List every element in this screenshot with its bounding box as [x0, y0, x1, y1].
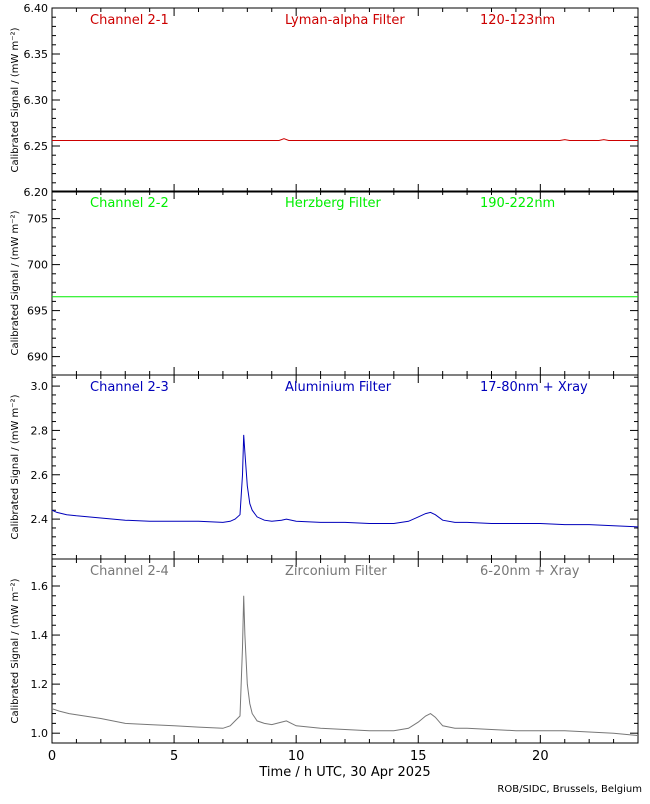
y-tick-label: 2.4	[31, 513, 49, 526]
y-axis-label: Calibrated Signal / (mW m⁻²)	[10, 27, 21, 172]
filter-label: Aluminium Filter	[285, 380, 392, 395]
y-axis-label: Calibrated Signal / (mW m⁻²)	[10, 394, 21, 539]
filter-label: Zirconium Filter	[285, 564, 387, 579]
y-tick-label: 1.2	[31, 678, 49, 691]
band-label: 120-123nm	[480, 13, 555, 28]
credit-text: ROB/SIDC, Brussels, Belgium	[497, 784, 642, 795]
y-axis-label: Calibrated Signal / (mW m⁻²)	[10, 578, 21, 723]
y-tick-label: 6.20	[24, 186, 49, 199]
channel-label: Channel 2-4	[90, 564, 169, 579]
panel-1: 6.20 6.25 6.30 6.35 6.40 Calibrated Signal / …	[10, 2, 639, 199]
channel-label: Channel 2-1	[90, 13, 169, 28]
x-axis-label: Time / h UTC, 30 Apr 2025	[258, 765, 430, 780]
x-tick-label: 15	[410, 749, 427, 764]
x-tick-label: 10	[288, 749, 305, 764]
y-tick-label: 690	[27, 351, 48, 364]
band-label: 6-20nm + Xray	[480, 564, 580, 579]
y-tick-label: 2.8	[31, 424, 49, 437]
y-tick-label: 6.35	[24, 48, 49, 61]
filter-label: Herzberg Filter	[285, 196, 382, 211]
y-tick-label: 705	[27, 213, 48, 226]
y-tick-label: 1.0	[31, 727, 49, 740]
panel-frame	[51, 7, 639, 193]
x-tick-label: 5	[170, 749, 178, 764]
x-tick-label: 20	[532, 749, 549, 764]
panel-frame	[51, 190, 639, 376]
y-tick-label: 2.6	[31, 469, 49, 482]
y-tick-label: 6.40	[24, 2, 49, 15]
panel-2: 690 695 700 705 Calibrated Signal / (mW m⁻²)…	[10, 190, 639, 376]
y-tick-label: 700	[27, 259, 48, 272]
y-tick-label: 1.6	[31, 580, 49, 593]
panel-frame	[51, 374, 639, 560]
series-line	[51, 434, 639, 528]
series-line	[52, 138, 638, 141]
filter-label: Lyman-alpha Filter	[285, 13, 405, 28]
y-tick-label: 6.30	[24, 94, 49, 107]
x-tick-label: 0	[48, 749, 56, 764]
panel-frame	[51, 558, 639, 744]
band-label: 17-80nm + Xray	[480, 380, 588, 395]
y-axis-label: Calibrated Signal / (mW m⁻²)	[10, 210, 21, 355]
channel-label: Channel 2-3	[90, 380, 169, 395]
y-tick-label: 1.4	[31, 629, 49, 642]
channel-label: Channel 2-2	[90, 196, 169, 211]
series-line	[51, 595, 639, 737]
panel-3: 2.4 2.6 2.8 3.0 Calibrated Signal / (mW m⁻²)…	[10, 374, 639, 560]
y-tick-label: 3.0	[31, 380, 49, 393]
band-label: 190-222nm	[480, 196, 555, 211]
y-tick-label: 695	[27, 305, 48, 318]
y-tick-label: 6.25	[24, 140, 49, 153]
panel-4: 1.0 1.2 1.4 1.6 Calibrated Signal / (mW m⁻²)…	[10, 558, 639, 744]
